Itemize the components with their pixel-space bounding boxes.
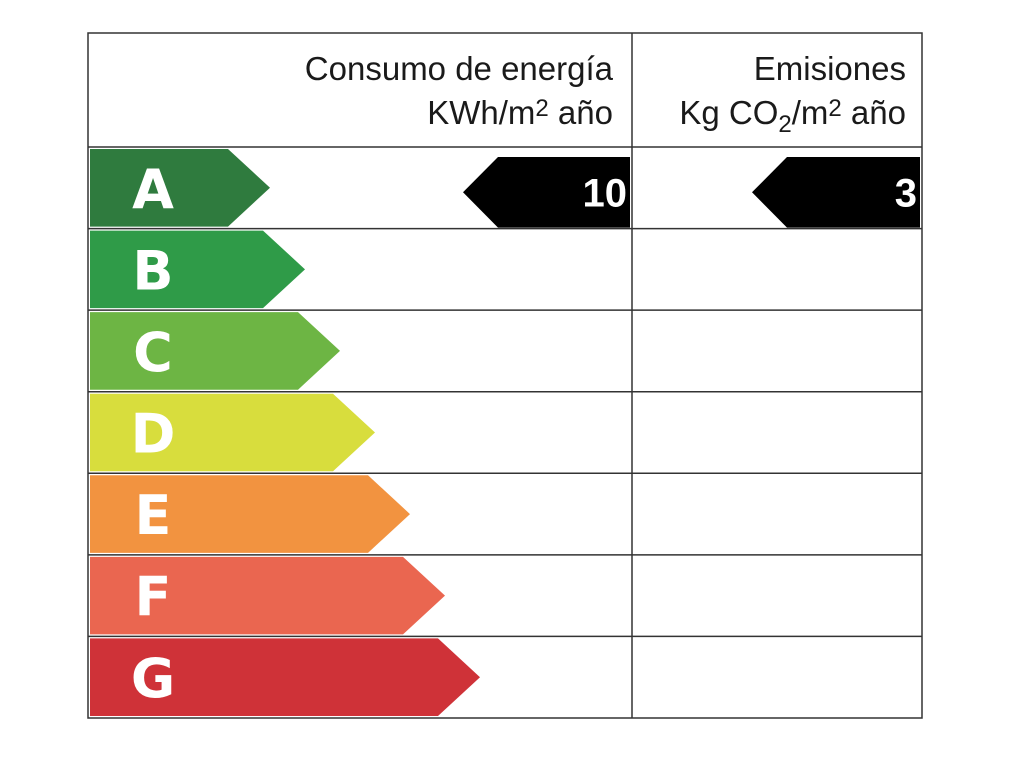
rating-value: 10 [583,171,628,215]
energy-title: Consumo de energía [305,50,614,87]
rating-arrow [90,312,340,390]
frame [87,32,923,719]
rating-marker [463,157,630,228]
rating-letter: D [131,403,176,466]
emissions-unit: Kg CO2/m2 año [679,94,906,138]
unit-sup: 2 [535,95,548,122]
rating-arrow [90,638,480,716]
rating-value: 3 [895,171,917,215]
rating-letter: C [133,321,173,384]
unit-sub: 2 [778,111,791,138]
rating-letter: F [135,566,172,629]
rating-letter: B [132,239,173,302]
rating-letter: E [135,484,172,547]
rating-arrow [90,556,445,635]
rating-marker [752,157,920,228]
rating-letter: G [131,647,175,710]
energy-unit: KWh/m2 año [427,94,613,131]
unit-part: año [842,94,906,131]
unit-part: KWh/m [427,94,535,131]
unit-sup: 2 [828,95,841,122]
unit-part: /m [792,94,829,131]
unit-part: año [549,94,613,131]
rating-arrow [90,149,270,227]
rating-arrow [90,393,375,472]
unit-part: Kg CO [679,94,778,131]
rating-letter: A [132,158,174,221]
rating-arrow [90,475,410,553]
emissions-title: Emisiones [754,50,906,87]
rating-arrow [90,230,305,309]
